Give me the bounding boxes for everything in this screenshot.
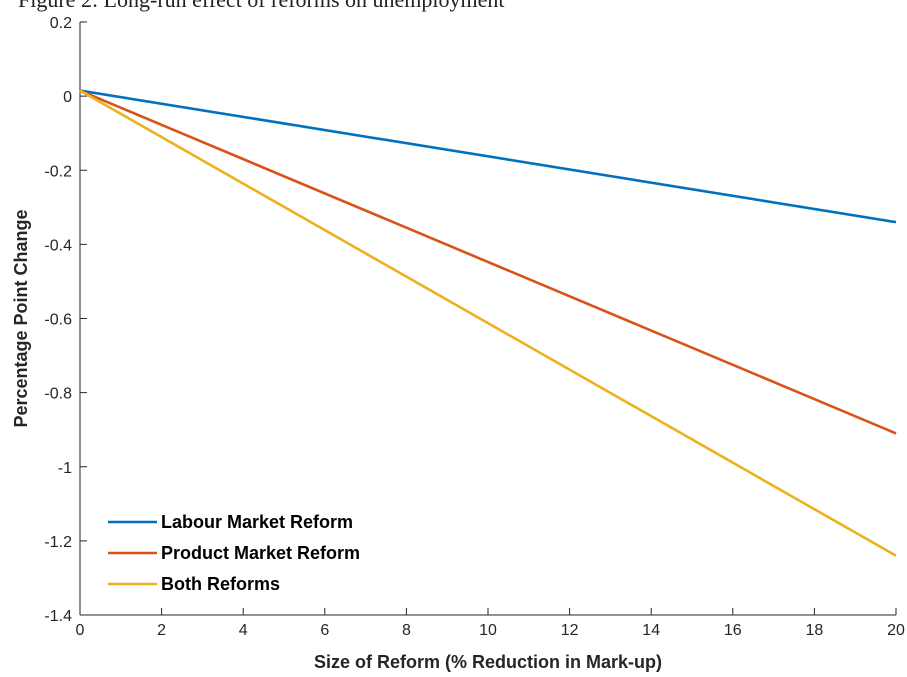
y-tick-label: -0.6 xyxy=(44,312,72,329)
legend: Labour Market Reform Product Market Refor… xyxy=(108,512,360,594)
figure-caption: Figure 2: Long-run effect of reforms on … xyxy=(0,0,907,13)
y-tick-label: 0 xyxy=(63,89,72,106)
x-tick-label: 10 xyxy=(479,622,497,639)
y-tick-label: -1.4 xyxy=(44,608,72,625)
y-tick-label: -0.8 xyxy=(44,386,72,403)
x-tick-label: 18 xyxy=(806,622,824,639)
series-line-2 xyxy=(79,89,897,435)
x-tick-label: 14 xyxy=(642,622,660,639)
ticks: 0 2 4 6 8 10 12 14 16 18 20 0.2 0 -0.2 -0.4 -0.6 -0.8 -1 -… xyxy=(44,15,905,639)
x-tick-label: 4 xyxy=(239,622,248,639)
x-axis-title: Size of Reform (% Reduction in Mark-up) xyxy=(314,652,662,672)
x-tick-label: 0 xyxy=(76,622,85,639)
x-tick-label: 2 xyxy=(157,622,166,639)
y-tick-label: -1 xyxy=(58,460,72,477)
y-tick-label: -1.2 xyxy=(44,534,72,551)
y-tick-label: 0.2 xyxy=(50,15,72,32)
x-tick-label: 6 xyxy=(320,622,329,639)
x-tick-label: 20 xyxy=(887,622,905,639)
legend-label-3: Both Reforms xyxy=(161,574,280,594)
y-tick-label: -0.4 xyxy=(44,237,72,254)
x-tick-label: 8 xyxy=(402,622,411,639)
series-lines xyxy=(79,89,897,557)
y-tick-label: -0.2 xyxy=(44,163,72,180)
series-line-1 xyxy=(79,89,897,224)
series-line-3 xyxy=(79,89,897,557)
y-axis-title: Percentage Point Change xyxy=(11,209,31,427)
x-tick-label: 12 xyxy=(561,622,579,639)
x-tick-label: 16 xyxy=(724,622,742,639)
legend-label-1: Labour Market Reform xyxy=(161,512,353,532)
legend-label-2: Product Market Reform xyxy=(161,543,360,563)
